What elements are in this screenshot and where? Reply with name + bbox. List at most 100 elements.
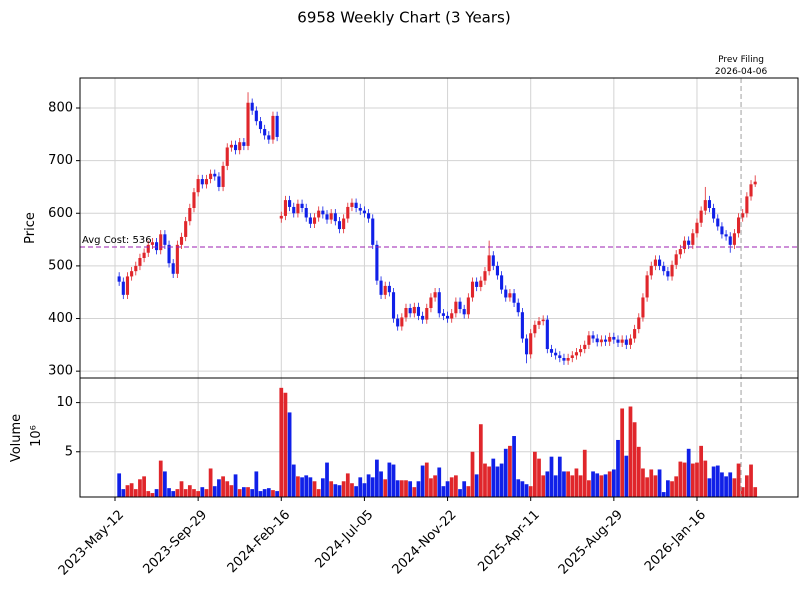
candle-body [620, 339, 624, 343]
volume-bar [574, 468, 579, 497]
volume-bar [487, 466, 492, 497]
volume-bar [470, 451, 475, 497]
volume-bar [283, 392, 288, 497]
candle-body [753, 181, 757, 185]
volume-bar [163, 471, 167, 497]
candle-body [333, 213, 337, 222]
volume-bar [383, 479, 388, 497]
volume-bar [179, 481, 184, 497]
candle-body [483, 271, 487, 281]
candle-body [662, 265, 666, 272]
candle-body [217, 176, 221, 187]
y-tick-label: 10 [56, 395, 73, 410]
volume-bar [570, 475, 575, 497]
candle-body [279, 215, 283, 219]
candle-body [716, 218, 720, 227]
candle-body [470, 281, 475, 298]
candle-body [658, 259, 662, 266]
candle-body [225, 147, 229, 166]
filing-date: 2026-04-06 [715, 67, 768, 77]
volume-bar [192, 489, 196, 497]
candle-body [533, 324, 537, 334]
candle-body [233, 144, 238, 151]
candle-body [337, 221, 342, 230]
candle-body [695, 222, 699, 234]
y-axis-label: Price [23, 212, 38, 244]
candle-body [267, 135, 271, 140]
volume-bar [661, 492, 666, 497]
candle-body [712, 208, 716, 219]
candle-body [691, 233, 695, 245]
volume-bar [416, 481, 421, 497]
volume-bar [279, 387, 284, 497]
candle-body [134, 265, 138, 272]
volume-bar [686, 448, 691, 497]
candle-body [288, 200, 292, 207]
candle-body [192, 192, 196, 208]
candle-body [612, 336, 616, 340]
volume-bar [740, 487, 745, 497]
volume-bar [537, 458, 541, 497]
candle-body [325, 214, 329, 220]
candle-body [408, 308, 412, 314]
candle-body [628, 338, 633, 345]
candle-body [699, 210, 703, 223]
candle-body [379, 280, 383, 295]
candle-body [724, 234, 728, 237]
volume-bar [632, 422, 637, 497]
volume-bar [366, 474, 371, 497]
volume-bar [391, 464, 396, 497]
y-tick-label: 300 [48, 364, 73, 379]
candle-body [587, 335, 591, 345]
volume-bar [441, 486, 446, 497]
candle-body [246, 102, 250, 146]
volume-bar [250, 489, 255, 497]
volume-bar [350, 483, 354, 497]
volume-bar [674, 476, 679, 497]
volume-bar [175, 489, 180, 497]
volume-bar [379, 471, 383, 497]
volume-bar [117, 473, 122, 497]
candle-body [317, 210, 321, 218]
volume-bar [237, 489, 242, 497]
volume-bar [308, 477, 313, 497]
candle-body [196, 179, 200, 193]
candle-body [633, 329, 637, 339]
volume-bar [271, 490, 275, 497]
volume-bar [208, 468, 213, 497]
volume-bar [603, 474, 608, 497]
volume-scale-label: 10⁶ [29, 425, 44, 447]
candle-body [429, 297, 433, 308]
volume-bar [620, 408, 625, 497]
volume-bar [404, 480, 408, 497]
volume-bar [749, 464, 753, 497]
volume-bar [478, 424, 483, 497]
y-tick-label: 800 [48, 101, 73, 116]
volume-bar [333, 484, 338, 497]
candle-body [404, 308, 408, 318]
volume-bar [607, 471, 612, 497]
volume-bar [503, 448, 508, 497]
volume-bar [520, 481, 525, 497]
candle-body [346, 206, 350, 219]
candle-body [599, 339, 603, 343]
candle-body [524, 338, 529, 355]
volume-bar [449, 477, 454, 497]
candle-body [624, 339, 628, 345]
volume-bar [408, 481, 413, 497]
volume-bar [678, 461, 683, 497]
volume-bar [142, 476, 146, 497]
candle-body [674, 254, 678, 265]
x-tick-label: 2024-Jul-05 [313, 507, 377, 571]
volume-bar [150, 493, 155, 497]
volume-bar [262, 489, 267, 497]
volume-bar [266, 488, 271, 497]
candle-body [649, 265, 653, 276]
candle-body [213, 173, 217, 177]
volume-bar [491, 458, 496, 497]
price-frame [79, 77, 799, 379]
volume-bar [474, 474, 479, 497]
volume-bar [483, 463, 487, 497]
candle-body [184, 221, 188, 237]
candle-body [579, 349, 583, 353]
